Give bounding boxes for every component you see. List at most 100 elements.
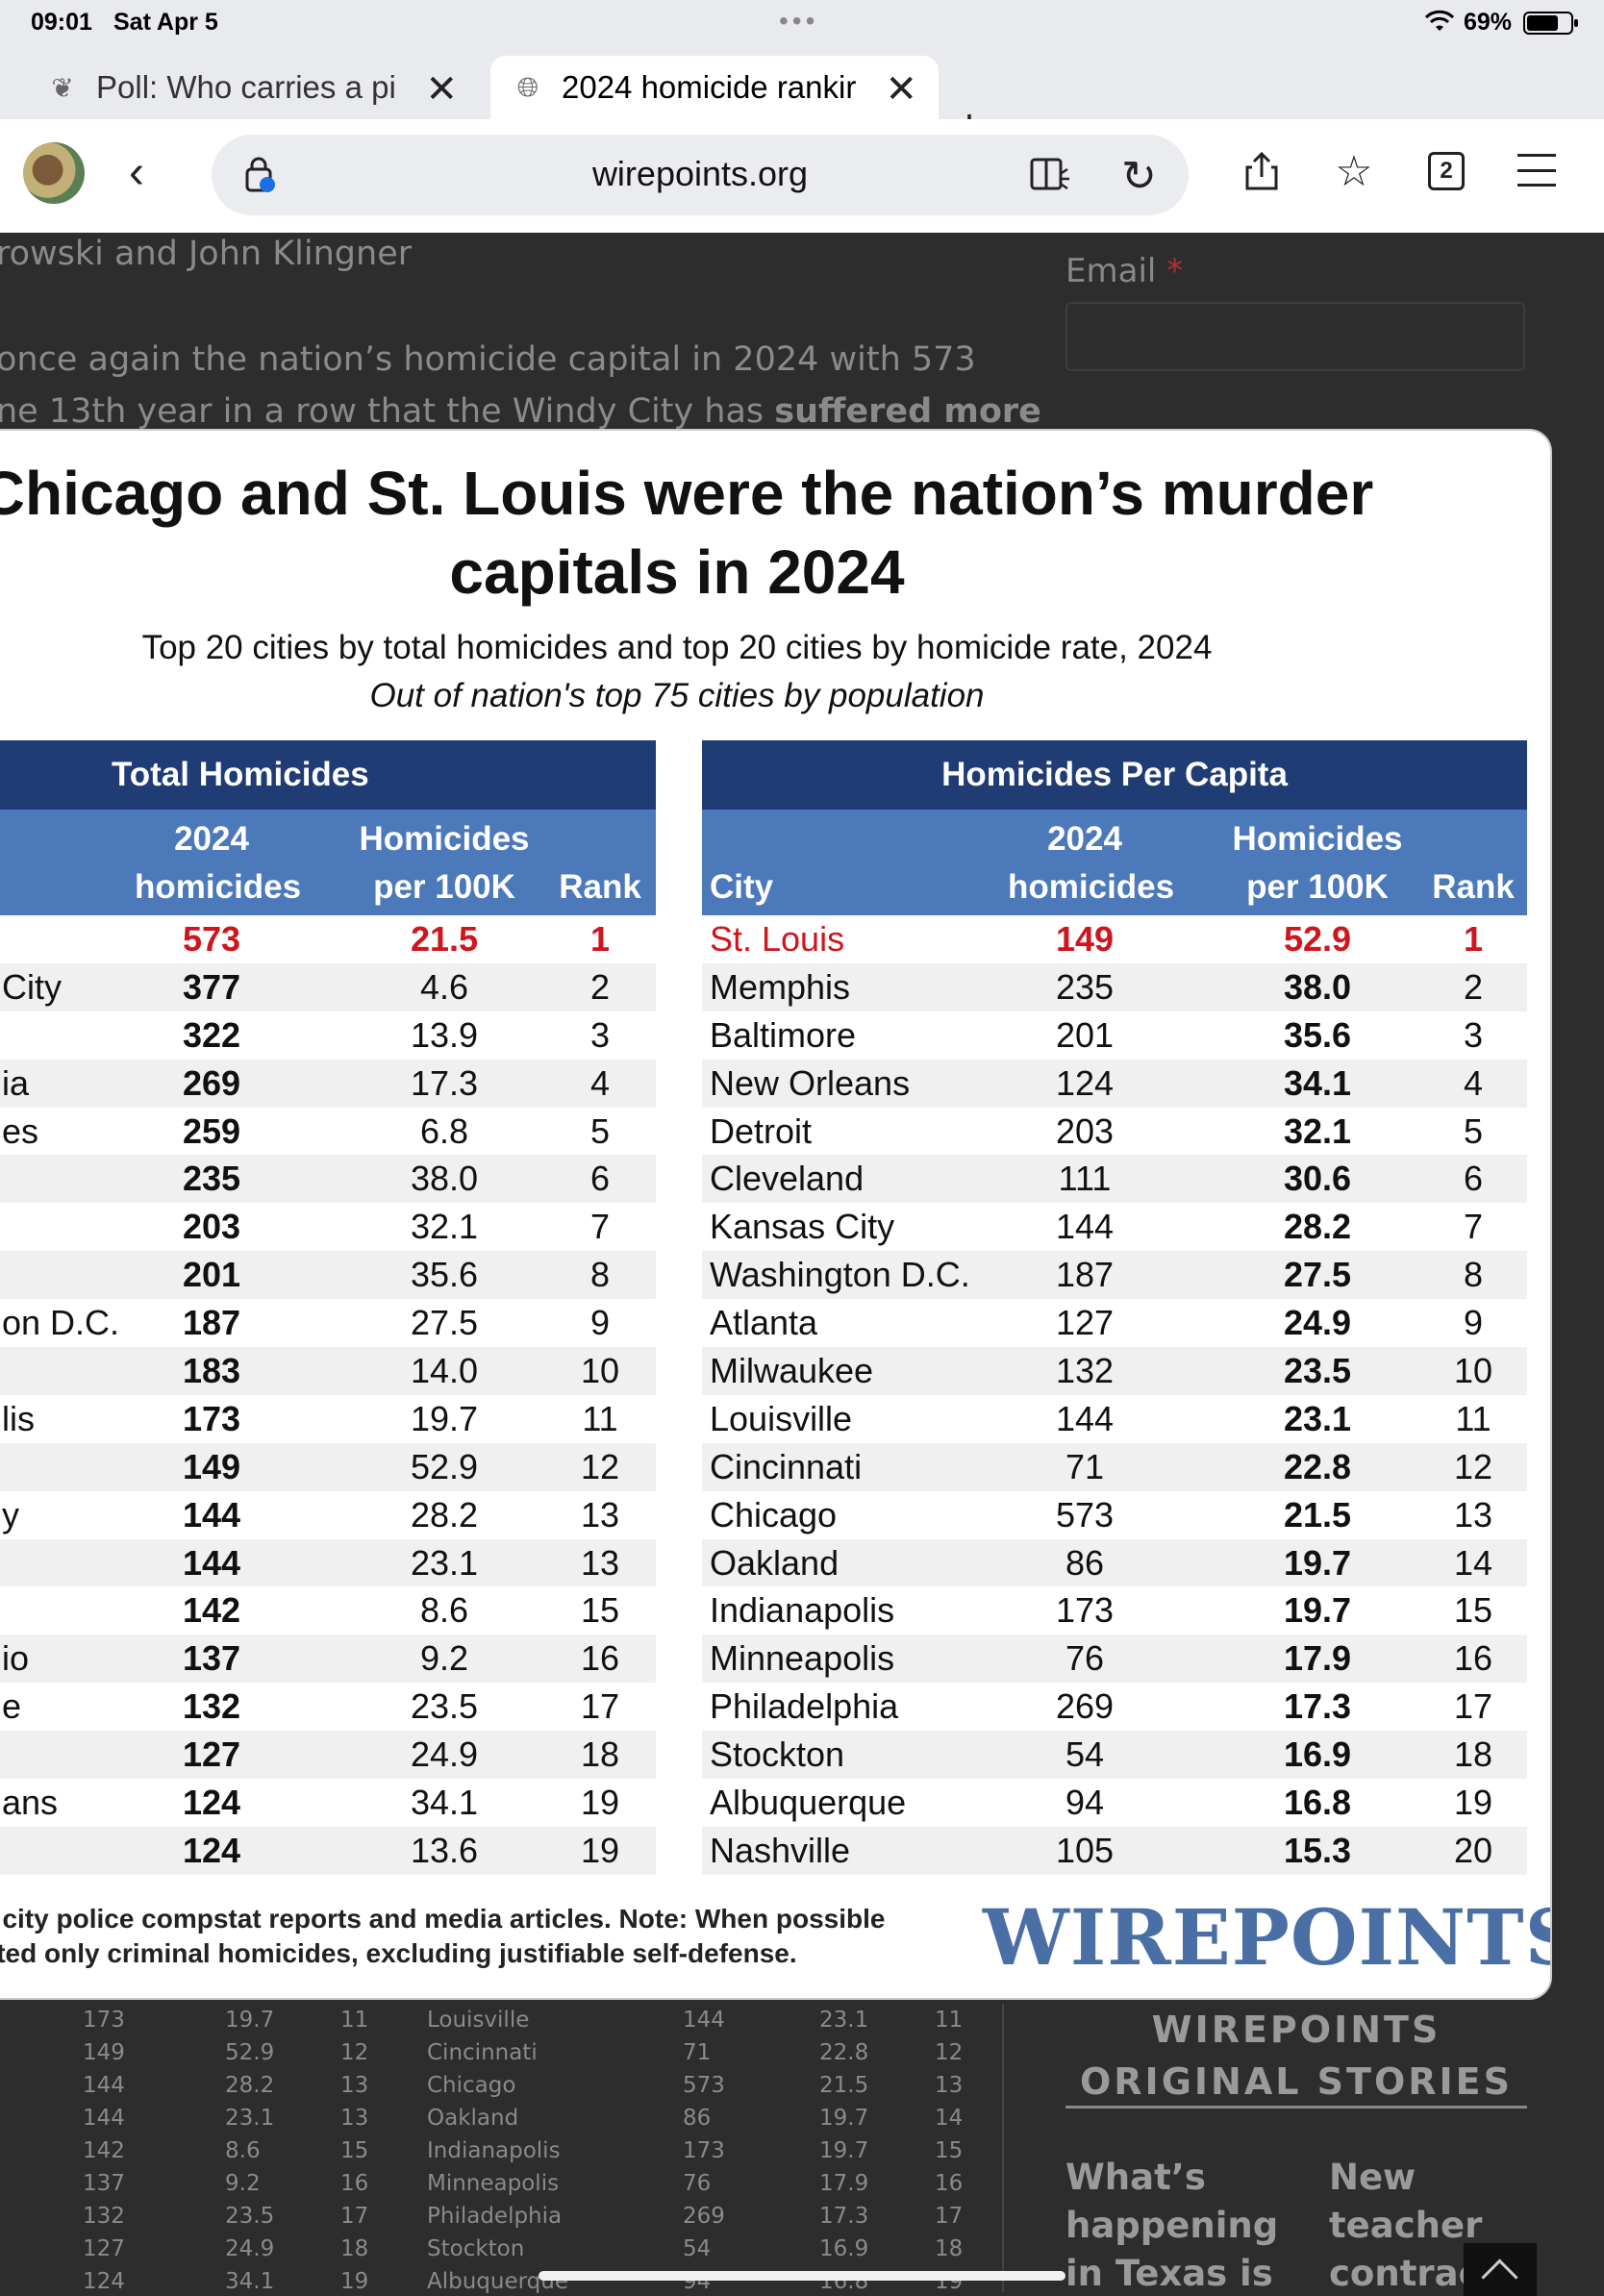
- rank-cell: 1: [1463, 919, 1484, 959]
- reader-mode-icon[interactable]: [1029, 156, 1071, 194]
- tab-title: Poll: Who carries a pi: [96, 69, 396, 105]
- home-indicator[interactable]: [539, 2271, 1065, 2281]
- bg-table-cell: 124: [83, 2269, 125, 2294]
- rank-cell: 10: [1453, 1351, 1493, 1391]
- back-chevron-icon[interactable]: ‹: [129, 147, 144, 198]
- rate-cell: 19.7: [1283, 1542, 1352, 1583]
- rate-cell: 27.5: [1283, 1255, 1352, 1295]
- rate-cell: 15.3: [1283, 1830, 1352, 1870]
- table-row: Stockton 54 16.9 18: [702, 1731, 1527, 1780]
- rank-cell: 19: [580, 1830, 620, 1870]
- share-icon[interactable]: [1237, 146, 1287, 196]
- story-link[interactable]: What’s happening in Texas is: [1065, 2157, 1279, 2294]
- bg-table-cell: 23.5: [225, 2204, 275, 2229]
- bg-table-cell: 13: [935, 2073, 964, 2098]
- multitasking-dots-icon[interactable]: •••: [779, 6, 819, 36]
- homicides-cell: 269: [1055, 1686, 1115, 1727]
- rank-cell: 11: [1455, 1398, 1491, 1438]
- table-row: Cincinnati 71 22.8 12: [702, 1442, 1527, 1491]
- table-row: Louisville 144 23.1 11: [702, 1395, 1527, 1443]
- email-input[interactable]: [1065, 302, 1525, 371]
- col-header-rate-top: Homicides: [1232, 820, 1403, 858]
- homicides-cell: 203: [1055, 1111, 1115, 1151]
- rank-cell: 2: [1463, 966, 1484, 1007]
- address-bar[interactable]: wirepoints.org ↻: [212, 135, 1189, 215]
- reload-icon[interactable]: ↻: [1121, 153, 1157, 200]
- bg-table-cell: Cincinnati: [427, 2040, 538, 2065]
- city-cell: Philadelphia: [710, 1686, 899, 1727]
- rank-cell: 9: [1463, 1303, 1484, 1343]
- bg-table-cell: Louisville: [427, 2008, 530, 2033]
- scroll-to-top-button[interactable]: [1464, 2243, 1537, 2296]
- homicides-cell: 105: [1055, 1830, 1115, 1870]
- rank-cell: 6: [589, 1159, 611, 1199]
- table-row: 142 8.6 15: [0, 1586, 656, 1635]
- homicides-cell: 183: [182, 1351, 241, 1391]
- close-tab-icon[interactable]: ✕: [425, 68, 458, 111]
- homicides-cell: 269: [182, 1062, 241, 1103]
- rank-cell: 4: [589, 1062, 611, 1103]
- city-cell: on D.C.: [2, 1303, 120, 1343]
- table-row: 149 52.9 12: [0, 1442, 656, 1491]
- bg-table-cell: 573: [683, 2073, 725, 2098]
- rank-cell: 4: [1463, 1062, 1484, 1103]
- city-cell: Washington D.C.: [710, 1255, 970, 1295]
- rank-cell: 8: [589, 1255, 611, 1295]
- rate-cell: 22.8: [1283, 1446, 1352, 1486]
- rank-cell: 15: [580, 1590, 620, 1631]
- site-favicon-icon: ❦: [51, 72, 74, 103]
- privacy-shield-icon[interactable]: [240, 156, 277, 194]
- homicides-cell: 71: [1065, 1446, 1105, 1486]
- bg-table-cell: 127: [83, 2236, 125, 2261]
- rank-cell: 8: [1463, 1255, 1484, 1295]
- city-cell: Albuquerque: [710, 1783, 907, 1823]
- table-row: 144 23.1 13: [0, 1538, 656, 1587]
- homicides-cell: 322: [182, 1014, 241, 1055]
- rate-cell: 13.6: [410, 1830, 479, 1870]
- table-row: Chicago 573 21.5 13: [702, 1491, 1527, 1539]
- rate-cell: 52.9: [1283, 919, 1352, 959]
- rank-cell: 19: [580, 1783, 620, 1823]
- article-bold-text: suffered more: [774, 392, 1041, 431]
- homicides-cell: 144: [182, 1542, 241, 1583]
- table-row: lis 173 19.7 11: [0, 1395, 656, 1443]
- tab-title: 2024 homicide rankir: [562, 69, 857, 105]
- status-date: Sat Apr 5: [113, 9, 218, 36]
- rate-cell: 14.0: [410, 1351, 479, 1391]
- city-cell: io: [2, 1638, 30, 1679]
- rate-cell: 19.7: [1283, 1590, 1352, 1631]
- tab-overview-icon[interactable]: 2: [1421, 146, 1471, 196]
- bg-table-cell: 19.7: [819, 2138, 869, 2163]
- rate-cell: 23.1: [410, 1542, 479, 1583]
- rate-cell: 21.5: [410, 919, 479, 959]
- tab-poll[interactable]: ❦ Poll: Who carries a pi ✕: [0, 56, 479, 119]
- chart-subtitle: Top 20 cities by total homicides and top…: [141, 629, 1213, 666]
- homicides-cell: 127: [1055, 1303, 1115, 1343]
- rank-cell: 5: [1463, 1111, 1484, 1151]
- homicides-cell: 187: [1055, 1255, 1115, 1295]
- rate-cell: 28.2: [1283, 1207, 1352, 1247]
- tab-homicide-rankings[interactable]: 🌐︎ 2024 homicide rankir ✕: [490, 56, 939, 119]
- bg-table-row: 173 19.7 11 Louisville 144 23.1 11: [0, 2008, 1010, 2040]
- homicides-cell: 149: [182, 1446, 241, 1486]
- homicides-cell: 173: [1055, 1590, 1115, 1631]
- favorite-star-icon[interactable]: ☆: [1335, 147, 1373, 195]
- city-cell: ans: [2, 1783, 59, 1823]
- city-cell: Baltimore: [710, 1014, 857, 1055]
- table-row: City 377 4.6 2: [0, 962, 656, 1011]
- status-bar: 09:01 Sat Apr 5 ••• 69%: [0, 0, 1604, 46]
- rate-cell: 17.9: [1283, 1638, 1352, 1679]
- city-cell: e: [2, 1686, 22, 1727]
- article-text-line: once again the nation’s homicide capital…: [0, 340, 976, 379]
- rank-cell: 3: [589, 1014, 611, 1055]
- city-cell: y: [2, 1494, 19, 1535]
- divider: [1002, 2004, 1004, 2292]
- profile-avatar[interactable]: [23, 142, 85, 204]
- col-header-city: City: [710, 868, 774, 906]
- homicides-cell: 142: [182, 1590, 241, 1631]
- hamburger-menu-icon[interactable]: [1512, 154, 1562, 187]
- city-cell: St. Louis: [710, 919, 845, 959]
- bg-table-cell: 12: [935, 2040, 964, 2065]
- close-tab-icon[interactable]: ✕: [885, 68, 917, 111]
- tab-bar: ❦ Poll: Who carries a pi ✕ 🌐︎ 2024 homic…: [0, 46, 1604, 152]
